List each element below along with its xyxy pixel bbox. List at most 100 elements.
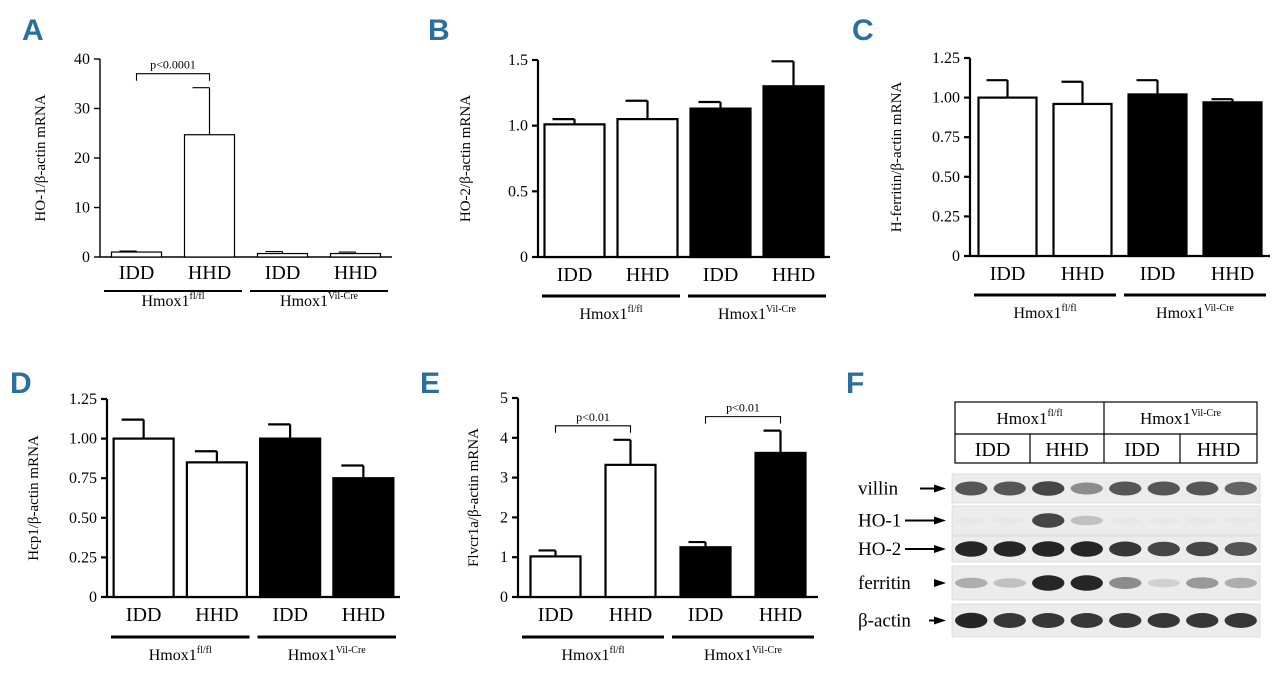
y-axis-label: Flvcr1a/β-actin mRNA <box>466 428 482 567</box>
blot-band <box>1109 481 1142 496</box>
x-category-label: HHD <box>188 262 231 284</box>
blot-band <box>1224 613 1257 628</box>
bar <box>689 107 752 259</box>
group-label-base: Hmox1 <box>142 293 190 310</box>
x-category-label: IDD <box>1140 263 1176 285</box>
x-category-label: IDD <box>119 262 155 284</box>
blot-band <box>1186 541 1219 557</box>
blot-band <box>1147 517 1180 524</box>
y-axis-label: HO-2/β-actin mRNA <box>458 95 474 222</box>
bar <box>543 123 606 259</box>
y-tick-label: 0 <box>952 248 960 265</box>
y-tick-label: 1.0 <box>508 118 528 135</box>
y-tick-label: 0.25 <box>69 549 97 566</box>
blot-band <box>1109 577 1142 589</box>
group-label-superscript: fl/fl <box>610 645 625 656</box>
blot-arrow-head <box>934 545 946 553</box>
panel-letter: F <box>846 367 864 400</box>
panel-letter: A <box>22 14 44 47</box>
y-tick-label: 0 <box>500 589 508 606</box>
blot-band <box>1224 517 1257 524</box>
blot-band <box>1070 482 1103 495</box>
bar <box>110 251 163 258</box>
bar <box>259 437 322 599</box>
blot-band <box>1109 517 1142 524</box>
panel-letter: D <box>10 367 32 400</box>
group-label: Hmox1fl/fl <box>562 645 625 664</box>
significance-bracket <box>135 73 211 81</box>
y-tick-label: 20 <box>74 150 90 167</box>
y-tick-label: 0.75 <box>69 470 97 487</box>
y-tick-label: 30 <box>74 101 90 118</box>
y-tick-label: 40 <box>74 51 90 68</box>
group-label: Hmox1Vil-Cre <box>288 645 367 664</box>
bar <box>604 463 657 599</box>
group-label: Hmox1Vil-Cre <box>280 291 359 310</box>
blot-band <box>1147 481 1180 496</box>
blot-band <box>1032 613 1065 628</box>
group-label-base: Hmox1 <box>704 647 752 664</box>
blot-band <box>993 517 1026 524</box>
x-category-label: HHD <box>759 604 802 626</box>
y-tick-label: 4 <box>500 430 508 447</box>
bar <box>332 477 395 599</box>
panel-d: D 0 0.25 0.50 0.75 1.00 1.25 Hcp1/β-actin mRNA I… <box>10 367 400 664</box>
blot-band <box>1070 575 1103 591</box>
group-label-base: Hmox1 <box>580 306 628 323</box>
group-label-base: Hmox1 <box>280 293 328 310</box>
group-label: Hmox1Vil-Cre <box>1156 303 1235 322</box>
significance-label: p<0.01 <box>726 401 760 415</box>
x-category-label: HHD <box>334 262 377 284</box>
group-label: Hmox1fl/fl <box>1014 303 1077 322</box>
y-axis-label: HO-1/β-actin mRNA <box>33 94 49 221</box>
y-tick-label: 0.50 <box>69 510 97 527</box>
x-category-label: HHD <box>195 604 238 626</box>
blot-band <box>1070 515 1103 526</box>
blot-band <box>955 612 988 629</box>
y-tick-label: 10 <box>74 200 90 217</box>
group-label-superscript: Vil-Cre <box>336 645 367 656</box>
blot-band <box>1032 513 1065 528</box>
blot-band <box>1147 541 1180 557</box>
bar <box>185 461 248 599</box>
blot-band <box>1186 481 1219 496</box>
group-label-superscript: fl/fl <box>190 291 205 302</box>
blot-group-label-superscript: fl/fl <box>1048 408 1063 419</box>
bar <box>1202 101 1263 258</box>
blot-arrow-head <box>934 579 946 587</box>
group-label-base: Hmox1 <box>1156 305 1204 322</box>
significance-bracket <box>704 416 782 424</box>
x-category-label: IDD <box>703 264 739 286</box>
blot-row-label: HO-2 <box>858 539 901 560</box>
group-label: Hmox1fl/fl <box>149 645 212 664</box>
panel-letter: B <box>428 14 450 47</box>
significance-bracket <box>554 425 632 433</box>
y-tick-label: 0 <box>520 249 528 266</box>
group-label: Hmox1fl/fl <box>142 291 205 310</box>
group-label-superscript: fl/fl <box>197 645 212 656</box>
blot-band <box>1032 541 1065 557</box>
blot-group-label: Hmox1fl/fl <box>997 408 1063 428</box>
blot-row-label: ferritin <box>858 573 911 594</box>
blot-row-label: β-actin <box>858 611 911 632</box>
group-label-superscript: Vil-Cre <box>766 304 797 315</box>
x-category-label: IDD <box>538 604 574 626</box>
blot-row-label: villin <box>858 479 899 500</box>
x-category-label: HHD <box>772 264 815 286</box>
y-tick-label: 1.25 <box>69 391 97 408</box>
blot-band <box>1070 613 1103 628</box>
blot-group-label-base: Hmox1 <box>997 409 1048 428</box>
blot-band <box>993 613 1026 628</box>
x-category-label: IDD <box>265 262 301 284</box>
y-tick-label: 0.25 <box>932 208 960 225</box>
group-label: Hmox1Vil-Cre <box>718 304 797 323</box>
bar <box>679 546 732 599</box>
group-label: Hmox1Vil-Cre <box>704 645 783 664</box>
bar <box>329 252 382 258</box>
blot-band <box>1147 578 1180 588</box>
panel-a: A 0 10 20 30 40 HO-1/β-actin mRNA IDD HHD IDD HHD H… <box>22 14 392 310</box>
x-category-label: IDD <box>126 604 162 626</box>
group-label-base: Hmox1 <box>149 647 197 664</box>
bar <box>977 96 1038 258</box>
y-tick-label: 1.00 <box>69 431 97 448</box>
